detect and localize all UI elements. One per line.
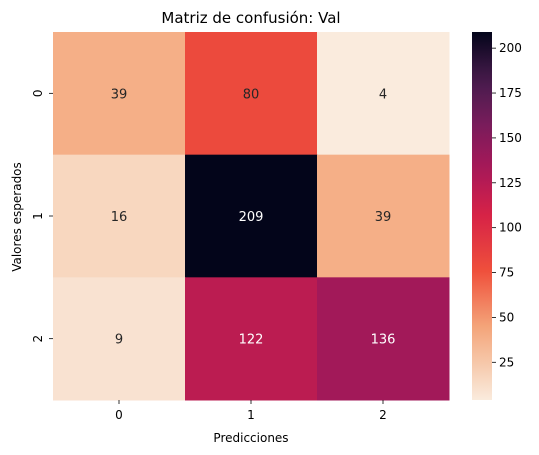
y-axis: 0 1 2 [31,90,53,343]
cell-value-label: 16 [111,210,128,225]
y-tick-label: 2 [31,335,45,343]
x-axis-label: Predicciones [213,431,288,445]
y-axis-label: Valores esperados [10,162,24,272]
heatmap-cell [185,154,318,278]
cell-value-label: 122 [239,333,264,348]
cell-value-label: 39 [375,210,392,225]
x-axis: 0 1 2 [115,400,387,422]
colorbar-tick-label: 25 [499,355,514,369]
x-tick-label: 0 [115,408,123,422]
heatmap-cell [53,277,186,401]
cell-value-label: 9 [115,333,123,348]
x-tick-label: 2 [379,408,387,422]
y-tick-label: 0 [31,90,45,98]
heatmap-cell [185,277,318,401]
colorbar-tick-label: 75 [499,266,514,280]
heatmap-cell [317,32,450,156]
chart-title: Matriz de confusión: Val [161,9,340,27]
colorbar-tick-label: 200 [499,41,522,55]
y-tick-label: 1 [31,212,45,220]
colorbar-tick-label: 150 [499,131,522,145]
colorbar-tick-label: 100 [499,221,522,235]
heatmap-cell [317,154,450,278]
cell-value-label: 136 [371,333,396,348]
heatmap-cell [53,32,186,156]
heatmap-cell [185,32,318,156]
colorbar-tick-label: 125 [499,176,522,190]
heatmap-cell [53,154,186,278]
x-tick-label: 1 [247,408,255,422]
heatmap-cell [317,277,450,401]
colorbar [472,32,492,400]
cell-value-label: 209 [239,210,264,225]
colorbar-tick-label: 50 [499,310,514,324]
cell-value-label: 80 [243,87,260,102]
colorbar-tick-label: 175 [499,86,522,100]
heatmap-cells: 39 80 4 16 209 39 9 122 136 [53,32,450,401]
cell-value-label: 4 [379,87,387,102]
cell-value-label: 39 [111,87,128,102]
colorbar-ticks: 25 50 75 100 125 150 175 200 [492,41,522,369]
